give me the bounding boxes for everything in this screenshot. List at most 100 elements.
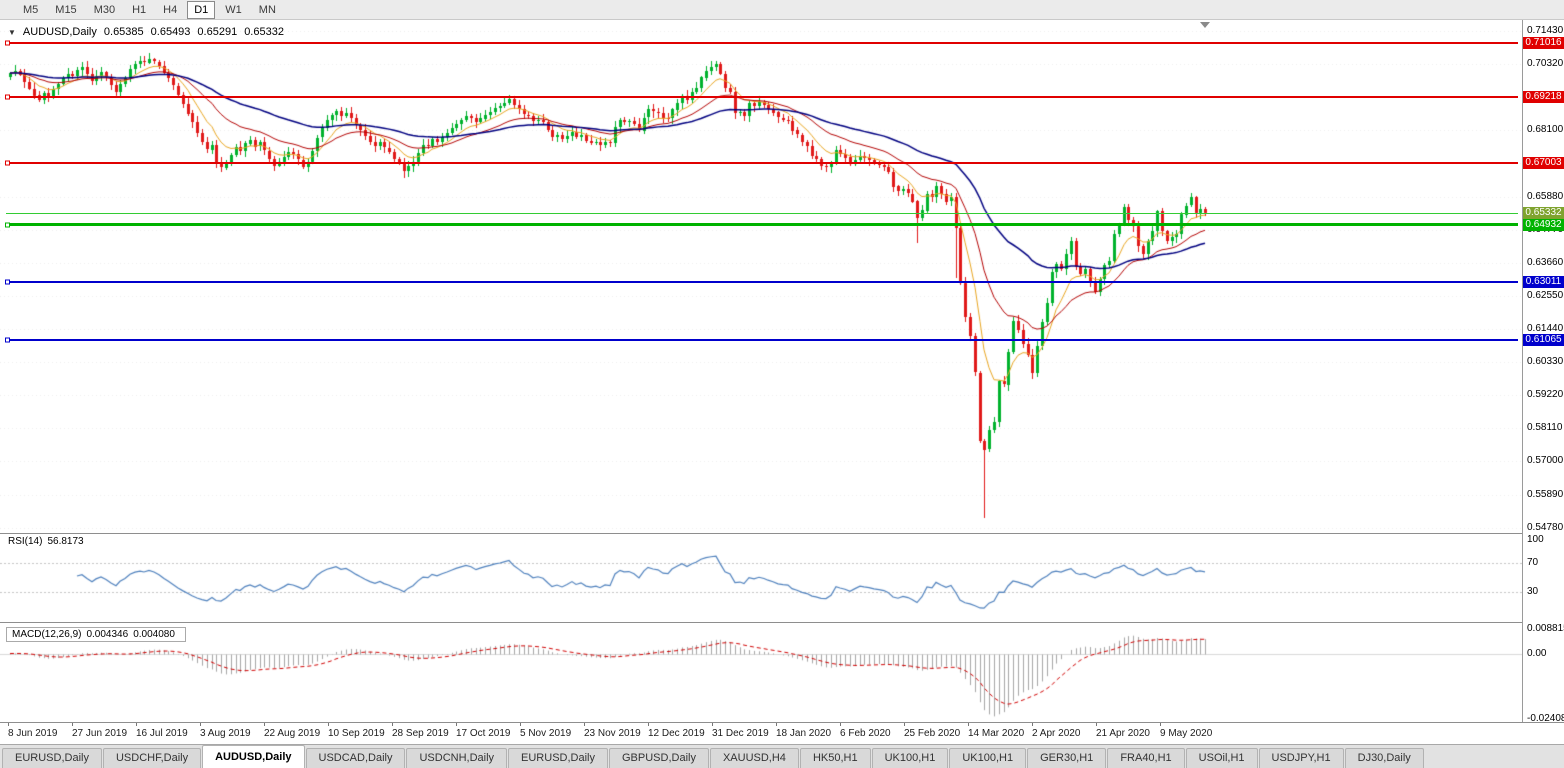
- support-line-0.63011[interactable]: [5, 279, 1518, 285]
- panel-splitter-rsi[interactable]: [0, 533, 1564, 534]
- rsi-value: 56.8173: [47, 536, 84, 547]
- time-axis-tick: [264, 723, 265, 726]
- time-axis-label: 27 Jun 2019: [72, 728, 128, 739]
- chart-tab-gbpusd-daily[interactable]: GBPUSD,Daily: [609, 748, 709, 768]
- support-line-0.64932[interactable]: [5, 222, 1518, 228]
- ohlc-low: 0.65291: [197, 26, 238, 38]
- time-axis-tick: [328, 723, 329, 726]
- rsi-axis-label: 70: [1527, 556, 1539, 568]
- chart-tab-usdcad-daily[interactable]: USDCAD,Daily: [305, 748, 406, 768]
- rsi-label: RSI(14) 56.8173: [8, 536, 89, 547]
- chart-tab-uk100-h1[interactable]: UK100,H1: [949, 748, 1027, 768]
- time-axis-tick: [200, 723, 201, 726]
- time-axis-label: 10 Sep 2019: [328, 728, 385, 739]
- time-axis-tick: [776, 723, 777, 726]
- time-axis[interactable]: 8 Jun 2019 27 Jun 2019 16 Jul 2019 3 Aug 20…: [0, 722, 1564, 744]
- chart-tab-usoil-h1[interactable]: USOil,H1: [1185, 748, 1258, 768]
- price-axis-label: 0.59220: [1527, 389, 1564, 401]
- timeframe-button-m30[interactable]: M30: [93, 3, 116, 16]
- chart-shift-marker-icon[interactable]: [1200, 22, 1210, 28]
- support-line-0.61065[interactable]: [5, 337, 1518, 343]
- price-level-badge: 0.63011: [1523, 276, 1564, 289]
- chart-tab-eurusd-daily[interactable]: EURUSD,Daily: [508, 748, 608, 768]
- price-axis-label: 0.70320: [1527, 58, 1564, 70]
- time-axis-label: 21 Apr 2020: [1096, 728, 1150, 739]
- price-axis-label: 0.71430: [1527, 25, 1564, 37]
- chart-tab-ger30-h1[interactable]: GER30,H1: [1027, 748, 1107, 768]
- rsi-panel: RSI(14) 56.8173: [0, 533, 1522, 622]
- chart-tab-eurusd-daily[interactable]: EURUSD,Daily: [2, 748, 102, 768]
- price-axis[interactable]: 0.714300.703200.692100.681000.669900.658…: [1522, 20, 1564, 724]
- price-axis-label: 0.58110: [1527, 422, 1563, 434]
- timeframe-button-m15[interactable]: M15: [55, 3, 77, 16]
- ohlc-close: 0.65332: [244, 26, 284, 38]
- time-axis-tick: [968, 723, 969, 726]
- timeframe-button-h1[interactable]: H1: [132, 3, 147, 16]
- ohlc-high: 0.65493: [150, 26, 191, 38]
- time-axis-tick: [904, 723, 905, 726]
- chart-tab-bar: EURUSD,Daily USDCHF,Daily AUDUSD,Daily USDC…: [0, 744, 1564, 768]
- line-handle[interactable]: [5, 222, 10, 228]
- resistance-line-0.69218[interactable]: [5, 94, 1518, 100]
- line-handle[interactable]: [5, 337, 10, 343]
- chart-tab-audusd-daily[interactable]: AUDUSD,Daily: [202, 745, 305, 768]
- chart-tab-usdchf-daily[interactable]: USDCHF,Daily: [102, 748, 202, 768]
- price-axis-label: 0.61440: [1527, 322, 1564, 334]
- line-handle[interactable]: [5, 94, 10, 100]
- chart-tab-usdjpy-h1[interactable]: USDJPY,H1: [1258, 748, 1344, 768]
- time-axis-tick: [392, 723, 393, 726]
- candlestick-chart-canvas[interactable]: [0, 20, 1522, 533]
- price-axis-label: 0.57000: [1527, 455, 1564, 467]
- price-axis-label: 0.62550: [1527, 289, 1564, 301]
- macd-axis-label: 0.00: [1527, 647, 1547, 659]
- time-axis-tick: [584, 723, 585, 726]
- price-axis-label: 0.65880: [1527, 190, 1564, 202]
- chart-header: ▼ AUDUSD,Daily 0.65385 0.65493 0.65291 0…: [8, 26, 284, 38]
- timeframe-button-w1[interactable]: W1: [225, 3, 242, 16]
- ohlc-open: 0.65385: [103, 26, 144, 38]
- panel-splitter-macd[interactable]: [0, 622, 1564, 623]
- time-axis-label: 3 Aug 2019: [200, 728, 251, 739]
- timeframe-toolbar: M5 M15 M30 H1 H4 D1 W1 MN: [0, 0, 1564, 20]
- time-axis-tick: [712, 723, 713, 726]
- line-handle[interactable]: [5, 40, 10, 46]
- price-axis-label: 0.54780: [1527, 521, 1564, 533]
- price-level-badge: 0.69218: [1523, 91, 1564, 103]
- macd-canvas[interactable]: [0, 622, 1522, 722]
- chart-tab-usdcnh-daily[interactable]: USDCNH,Daily: [406, 748, 508, 768]
- macd-axis-label: 0.008815: [1527, 623, 1564, 635]
- time-axis-label: 28 Sep 2019: [392, 728, 449, 739]
- macd-name: MACD(12,26,9): [12, 629, 82, 640]
- price-level-badge: 0.67003: [1523, 157, 1564, 170]
- time-axis-label: 22 Aug 2019: [264, 728, 321, 739]
- rsi-name: RSI(14): [8, 536, 43, 547]
- one-click-trading-icon[interactable]: ▼: [8, 27, 16, 37]
- timeframe-button-h4[interactable]: H4: [163, 3, 178, 16]
- line-handle[interactable]: [5, 279, 10, 285]
- time-axis-label: 6 Feb 2020: [840, 728, 891, 739]
- timeframe-button-m5[interactable]: M5: [23, 3, 39, 16]
- time-axis-label: 5 Nov 2019: [520, 728, 572, 739]
- line-handle[interactable]: [5, 160, 10, 166]
- rsi-canvas[interactable]: [0, 533, 1522, 622]
- time-axis-label: 25 Feb 2020: [904, 728, 961, 739]
- time-axis-label: 8 Jun 2019: [8, 728, 58, 739]
- chart-tab-dj30-daily[interactable]: DJ30,Daily: [1344, 748, 1424, 768]
- time-axis-tick: [1096, 723, 1097, 726]
- timeframe-button-d1[interactable]: D1: [187, 0, 216, 19]
- chart-tab-fra40-h1[interactable]: FRA40,H1: [1107, 748, 1185, 768]
- timeframe-button-mn[interactable]: MN: [258, 3, 276, 16]
- time-axis-label: 31 Dec 2019: [712, 728, 769, 739]
- resistance-line-0.71016[interactable]: [5, 40, 1518, 46]
- macd-main-value: 0.004346: [86, 629, 129, 640]
- chart-tab-xauusd-h4[interactable]: XAUUSD,H4: [709, 748, 799, 768]
- resistance-line-0.67003[interactable]: [5, 160, 1518, 166]
- chart-tab-uk100-h1[interactable]: UK100,H1: [871, 748, 949, 768]
- price-axis-label: 0.55890: [1527, 488, 1564, 500]
- price-level-badge: 0.64932: [1523, 218, 1564, 231]
- time-axis-label: 16 Jul 2019: [136, 728, 188, 739]
- time-axis-label: 18 Jan 2020: [776, 728, 832, 739]
- time-axis-label: 2 Apr 2020: [1032, 728, 1081, 739]
- time-axis-label: 14 Mar 2020: [968, 728, 1025, 739]
- chart-tab-hk50-h1[interactable]: HK50,H1: [799, 748, 871, 768]
